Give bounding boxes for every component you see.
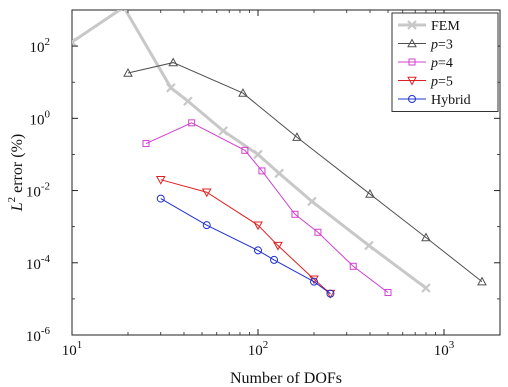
legend-label-p-5: p=5 — [430, 75, 453, 90]
data-point-p-4 — [314, 228, 322, 236]
data-point-p-3 — [238, 88, 248, 97]
series-p-3 — [123, 57, 487, 286]
data-point-p-5 — [155, 175, 166, 185]
data-point-fem — [183, 96, 193, 106]
series-p-5 — [155, 175, 336, 299]
series-layer — [72, 10, 487, 299]
data-point-fem — [218, 126, 228, 136]
data-point-p-5 — [253, 221, 263, 231]
data-point-p-4 — [241, 146, 249, 154]
series-line-p-4 — [145, 122, 389, 293]
data-point-p-4 — [188, 119, 196, 127]
legend-marker-fem — [407, 20, 417, 30]
legend-label-p-3: p=3 — [430, 38, 453, 53]
y-axis-title: L2 error (%) — [6, 134, 26, 212]
series-line-hybrid — [160, 198, 331, 295]
data-point-fem — [253, 149, 263, 160]
legend-label-hybrid: Hybrid — [431, 93, 471, 108]
legend: FEM p=3 p=4 p=5 Hybrid — [391, 12, 499, 112]
legend-marker-hybrid — [408, 95, 416, 103]
data-point-hybrid — [309, 277, 318, 286]
y-tick-label: 10-6 — [26, 325, 51, 345]
y-tick-label: 10-2 — [26, 181, 50, 201]
data-point-p-4 — [291, 210, 299, 218]
legend-marker-p-4 — [408, 58, 416, 66]
plot-area — [71, 9, 501, 336]
data-point-p-4 — [258, 167, 266, 175]
legend-label-p-4: p=4 — [430, 56, 453, 71]
data-point-p-4 — [349, 262, 357, 270]
series-line-p-5 — [160, 179, 331, 294]
data-point-fem — [274, 168, 284, 179]
x-axis-title: Number of DOFs — [230, 370, 342, 387]
data-point-hybrid — [202, 221, 211, 230]
y-tick-label: 100 — [30, 108, 51, 128]
data-point-p-5 — [273, 241, 283, 251]
series-hybrid — [156, 194, 335, 298]
data-point-p-4 — [142, 140, 150, 148]
data-point-p-5 — [309, 275, 319, 285]
x-tick-label: 103 — [434, 339, 455, 359]
data-point-p-3 — [477, 276, 487, 286]
data-point-p-3 — [292, 132, 302, 141]
data-point-hybrid — [326, 289, 335, 298]
y-axis-ticks: 10-6 10-4 10-2 100 102 — [26, 36, 500, 345]
data-point-p-3 — [123, 67, 133, 77]
y-tick-label: 10-4 — [26, 253, 51, 273]
data-point-fem — [421, 283, 431, 293]
data-point-p-3 — [421, 232, 431, 242]
data-point-p-4 — [384, 289, 392, 297]
series-fem — [72, 10, 431, 293]
y-tick-label: 102 — [30, 36, 51, 56]
data-point-hybrid — [156, 194, 165, 203]
legend-marker-p-3 — [407, 38, 417, 48]
legend-marker-p-5 — [407, 76, 417, 86]
data-point-p-3 — [365, 189, 375, 198]
series-p-4 — [142, 119, 392, 297]
data-point-p-3 — [168, 57, 179, 67]
data-point-hybrid — [270, 255, 279, 264]
x-tick-label: 102 — [248, 339, 269, 359]
series-line-fem — [72, 10, 427, 290]
data-point-hybrid — [254, 246, 263, 255]
x-tick-label: 101 — [62, 339, 83, 359]
data-point-p-5 — [201, 188, 212, 198]
data-point-fem — [364, 240, 374, 251]
legend-label-fem: FEM — [431, 19, 460, 34]
data-point-fem — [72, 37, 77, 47]
data-point-fem — [166, 83, 176, 93]
axes-frame — [71, 9, 501, 336]
series-line-p-3 — [127, 62, 483, 283]
data-point-fem — [307, 196, 317, 207]
